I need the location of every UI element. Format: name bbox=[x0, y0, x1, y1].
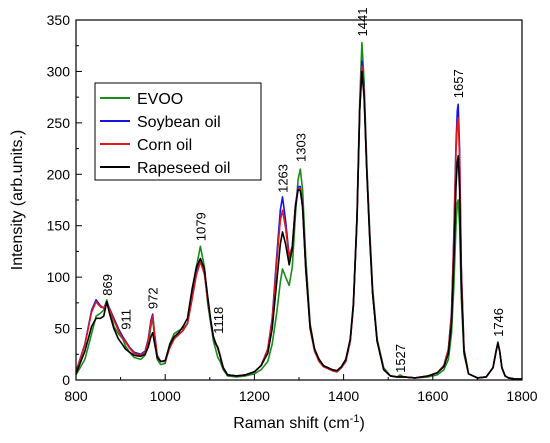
axis-layer: 800 1000 1200 1400 1600 1800 0 50 100 150 200 250 30… bbox=[47, 12, 538, 404]
y-tick-label: 150 bbox=[47, 218, 71, 234]
legend-label: Soybean oil bbox=[137, 114, 221, 131]
x-tick-label: 800 bbox=[64, 388, 88, 404]
peak-label: 911 bbox=[119, 309, 134, 330]
x-tick-label: 1400 bbox=[328, 388, 359, 404]
x-axis-label: Raman shift (cm-1) bbox=[233, 413, 365, 432]
y-tick-label: 50 bbox=[54, 321, 70, 337]
series-line-rapeseed-oil bbox=[75, 70, 522, 380]
y-axis-label: Intensity (arb.units.) bbox=[9, 130, 26, 271]
peak-label: 1263 bbox=[276, 164, 291, 193]
peak-label: 1303 bbox=[293, 133, 308, 162]
peak-label: 1746 bbox=[491, 308, 506, 337]
legend-label: Corn oil bbox=[137, 137, 192, 154]
series-layer bbox=[75, 41, 522, 380]
peak-label: 1657 bbox=[451, 69, 466, 98]
peak-label: 1079 bbox=[193, 212, 208, 241]
peak-label: 972 bbox=[146, 287, 161, 309]
legend-box bbox=[94, 82, 262, 181]
peak-label: 1441 bbox=[355, 8, 370, 37]
y-tick-label: 100 bbox=[47, 269, 71, 285]
legend: EVOO Soybean oil Corn oil Rapeseed oil bbox=[94, 82, 262, 181]
y-tick-label: 350 bbox=[47, 12, 71, 28]
y-tick-label: 250 bbox=[47, 115, 71, 131]
x-tick-label: 1200 bbox=[239, 388, 270, 404]
peak-label: 1118 bbox=[211, 307, 226, 334]
y-tick-label: 0 bbox=[62, 372, 70, 388]
legend-label: Rapeseed oil bbox=[137, 160, 230, 177]
legend-items: EVOO Soybean oil Corn oil Rapeseed oil bbox=[100, 91, 230, 177]
x-tick-label: 1000 bbox=[150, 388, 181, 404]
peak-label: 869 bbox=[100, 274, 115, 296]
legend-label: EVOO bbox=[137, 91, 183, 108]
y-tick-label: 200 bbox=[47, 166, 71, 182]
x-tick-label: 1600 bbox=[417, 388, 448, 404]
x-tick-label: 1800 bbox=[506, 388, 537, 404]
peak-label: 1527 bbox=[393, 344, 408, 373]
y-tick-label: 300 bbox=[47, 63, 71, 79]
